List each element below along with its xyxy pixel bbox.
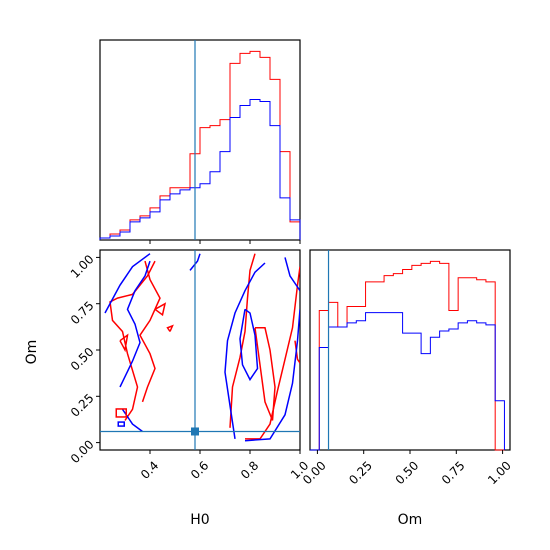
hist-om-x-tick-label-1: 0.25	[346, 458, 375, 487]
contour-s0-5	[139, 260, 161, 403]
contour-s0-8	[166, 324, 174, 332]
joint-x-tick-label-0: 0.4	[138, 458, 161, 481]
joint-y-tick-label-1: 0.25	[68, 391, 97, 420]
joint-y-tick-label-0: 0.00	[68, 437, 97, 466]
joint-y-tick-label-4: 1.00	[68, 252, 97, 281]
contour-s1-3	[284, 257, 300, 292]
contour-s0-7	[154, 302, 167, 317]
joint-y-ticks: 0.00 0.25 0.50 0.75 1.00	[68, 252, 100, 466]
contour-s1-4	[104, 253, 151, 314]
joint-panel: 0.4 0.6 0.8 1.0 0.000.250.500.751.00 H0 Om	[24, 249, 311, 528]
joint-x-tick-label-1: 0.6	[188, 458, 211, 481]
hist-om-series	[310, 260, 505, 451]
joint-contours	[104, 253, 300, 442]
hist-om-x-tick-label-4: 1.00	[485, 458, 514, 487]
contour-s0-square	[115, 408, 127, 418]
x-axis-label-om: Om	[398, 512, 423, 528]
y-axis-label-om: Om	[24, 340, 40, 365]
joint-x-tick-label-2: 0.8	[238, 458, 261, 481]
joint-y-tick-label-3: 0.75	[68, 298, 97, 327]
joint-x-ticks: 0.4 0.6 0.8 1.0	[138, 450, 311, 482]
contour-s0-4	[109, 260, 156, 421]
hist-h0-series	[99, 50, 301, 240]
contour-s0-0	[245, 266, 300, 440]
contour-s0-2	[254, 327, 276, 421]
hist-om-panel: 0.00 0.25 0.50 0.75 1.00 Om	[300, 249, 514, 528]
contour-s1-7	[189, 253, 201, 271]
contour-s1-0	[244, 309, 300, 442]
hist-h0-series-1	[99, 98, 301, 240]
hist-om-series-1	[310, 312, 505, 451]
contour-s0-1	[229, 253, 256, 428]
hist-om-x-ticks: 0.00 0.25 0.50 0.75 1.00	[300, 450, 514, 487]
hist-om-x-tick-label-3: 0.75	[439, 458, 468, 487]
hist-om-series-0	[310, 260, 505, 451]
hist-h0-series-0	[99, 50, 301, 240]
contour-s0-3	[294, 340, 300, 364]
hist-om-x-tick-label-2: 0.50	[393, 458, 422, 487]
joint-y-tick-label-2: 0.50	[68, 345, 97, 374]
contour-s1-square	[117, 421, 125, 427]
contour-s1-5	[119, 260, 151, 388]
contour-s0-6	[119, 333, 129, 353]
contour-s1-2	[239, 308, 259, 382]
contour-s1-1	[224, 262, 266, 440]
hist-h0-ticks	[149, 240, 301, 244]
x-axis-label-h0: H0	[190, 512, 209, 528]
truth-marker	[191, 427, 199, 436]
hist-h0-panel	[99, 39, 301, 244]
